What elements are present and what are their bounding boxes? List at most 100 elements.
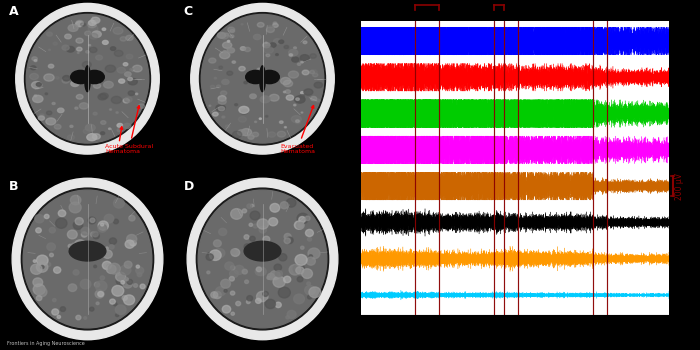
Ellipse shape [38, 116, 45, 120]
Ellipse shape [76, 21, 83, 27]
Ellipse shape [128, 91, 134, 96]
Ellipse shape [35, 215, 44, 223]
Ellipse shape [89, 44, 90, 46]
Ellipse shape [270, 94, 279, 101]
Ellipse shape [32, 82, 42, 89]
Ellipse shape [305, 229, 314, 237]
Ellipse shape [109, 245, 114, 249]
Ellipse shape [295, 120, 300, 124]
Ellipse shape [127, 234, 136, 244]
Ellipse shape [88, 25, 98, 32]
Ellipse shape [92, 134, 100, 139]
Ellipse shape [273, 22, 276, 25]
Ellipse shape [68, 244, 72, 248]
Ellipse shape [225, 33, 229, 36]
Ellipse shape [128, 78, 137, 85]
Ellipse shape [218, 96, 226, 101]
Text: FP2: FP2 [338, 36, 354, 46]
Ellipse shape [111, 96, 122, 104]
Ellipse shape [71, 243, 76, 247]
Ellipse shape [257, 68, 262, 72]
Ellipse shape [98, 221, 108, 230]
Ellipse shape [52, 103, 55, 105]
Ellipse shape [284, 276, 290, 283]
Ellipse shape [120, 37, 127, 41]
Ellipse shape [71, 81, 79, 86]
Ellipse shape [101, 132, 105, 135]
Ellipse shape [262, 292, 268, 296]
Ellipse shape [100, 276, 104, 280]
Ellipse shape [139, 104, 145, 108]
Ellipse shape [281, 77, 290, 85]
Ellipse shape [113, 219, 118, 224]
Ellipse shape [284, 80, 293, 87]
Text: Acute Subdural
Hematoma: Acute Subdural Hematoma [105, 106, 153, 154]
Ellipse shape [118, 67, 125, 73]
Ellipse shape [218, 33, 225, 38]
Ellipse shape [275, 302, 281, 308]
Ellipse shape [62, 45, 69, 50]
Ellipse shape [244, 244, 251, 250]
Text: T4: T4 [343, 109, 354, 118]
Text: C: C [183, 5, 193, 18]
Ellipse shape [241, 128, 251, 136]
Ellipse shape [104, 81, 113, 88]
Ellipse shape [220, 51, 230, 59]
Ellipse shape [253, 224, 258, 228]
Ellipse shape [293, 47, 296, 49]
Ellipse shape [227, 71, 233, 75]
Ellipse shape [244, 241, 281, 261]
Ellipse shape [266, 54, 270, 57]
Ellipse shape [295, 120, 300, 122]
Ellipse shape [125, 97, 132, 102]
Ellipse shape [77, 52, 79, 54]
Ellipse shape [55, 77, 59, 79]
Ellipse shape [230, 35, 234, 38]
Ellipse shape [67, 135, 74, 140]
Ellipse shape [248, 135, 254, 139]
Ellipse shape [284, 91, 286, 93]
Ellipse shape [220, 91, 227, 95]
Ellipse shape [295, 254, 307, 265]
Ellipse shape [90, 218, 95, 223]
Text: Evacuated
Hematoma: Evacuated Hematoma [280, 106, 315, 154]
Ellipse shape [246, 70, 265, 84]
Ellipse shape [33, 95, 43, 103]
Ellipse shape [81, 74, 84, 76]
Ellipse shape [69, 249, 72, 252]
Ellipse shape [120, 265, 131, 275]
Ellipse shape [206, 271, 210, 274]
Ellipse shape [91, 47, 93, 48]
Ellipse shape [127, 280, 132, 284]
Ellipse shape [102, 261, 111, 270]
Ellipse shape [260, 70, 279, 84]
Ellipse shape [265, 116, 268, 117]
Ellipse shape [262, 43, 270, 48]
Ellipse shape [130, 68, 133, 71]
Ellipse shape [284, 127, 286, 128]
Ellipse shape [231, 250, 235, 254]
Ellipse shape [94, 282, 99, 287]
Ellipse shape [132, 69, 134, 71]
Ellipse shape [116, 276, 127, 286]
Ellipse shape [46, 262, 51, 267]
Ellipse shape [136, 93, 138, 95]
Ellipse shape [273, 276, 285, 287]
Ellipse shape [255, 121, 257, 122]
Ellipse shape [36, 262, 48, 272]
Ellipse shape [206, 254, 214, 260]
Ellipse shape [244, 280, 248, 284]
Ellipse shape [307, 237, 312, 241]
Ellipse shape [209, 250, 221, 260]
Ellipse shape [123, 63, 128, 66]
Text: B: B [8, 180, 18, 193]
Ellipse shape [31, 264, 42, 274]
Ellipse shape [140, 284, 145, 289]
Ellipse shape [224, 289, 227, 292]
Ellipse shape [136, 265, 139, 268]
Ellipse shape [94, 265, 97, 268]
Ellipse shape [256, 267, 262, 272]
Ellipse shape [279, 254, 287, 261]
Ellipse shape [122, 279, 132, 288]
Ellipse shape [106, 264, 111, 268]
